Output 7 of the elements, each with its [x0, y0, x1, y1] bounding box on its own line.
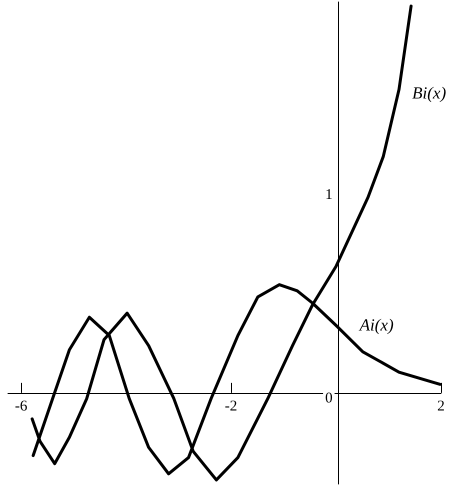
y-tick-label: 0 — [325, 390, 333, 407]
series-label: Bi(x) — [412, 84, 446, 103]
x-tick-label: 2 — [437, 398, 445, 414]
series-label: Ai(x) — [358, 315, 394, 334]
y-tick-label: 1 — [325, 187, 333, 204]
x-tick-label: -2 — [224, 398, 238, 414]
x-tick-label: -6 — [14, 398, 28, 414]
